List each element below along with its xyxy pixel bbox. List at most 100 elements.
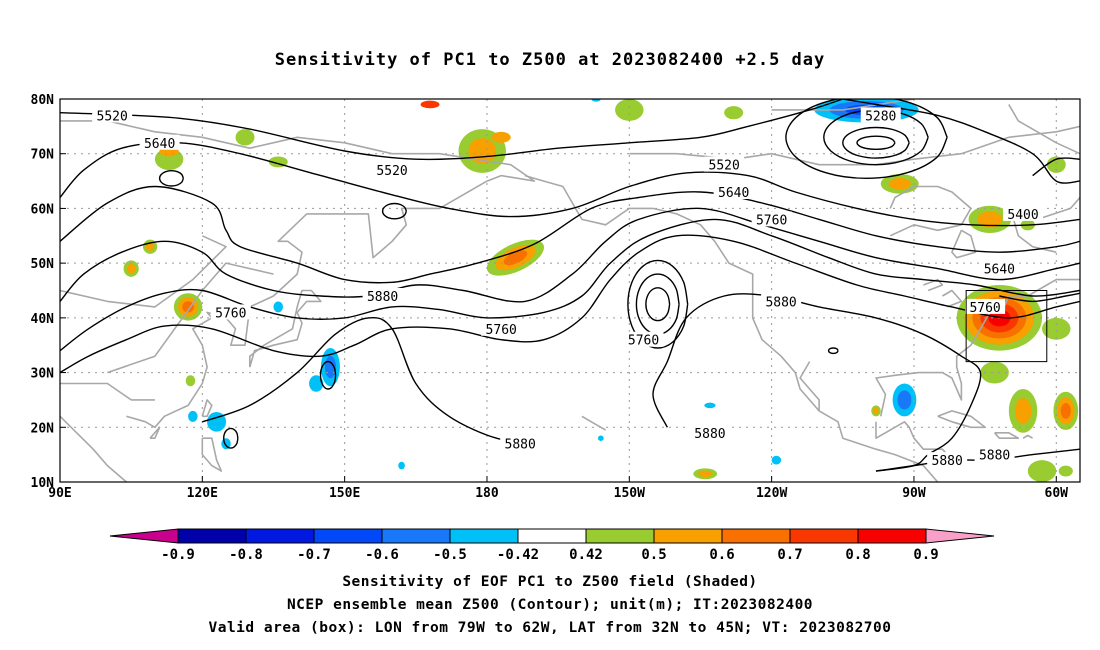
contour-label-bg [927,452,968,468]
sensitivity-blob [897,390,912,410]
contour-ring [842,126,910,159]
coastline [60,382,155,401]
contour-label: 5760 [628,334,659,349]
coastline [875,420,948,456]
contour-ring [785,99,948,180]
sensitivity-blob [1014,398,1032,424]
coastline [799,361,820,411]
colorbar-low-end [109,528,179,544]
contour-label-bg [481,320,522,336]
contour-ring [645,287,671,322]
contour-line [60,185,1080,284]
contour-label-bg [965,298,1006,314]
coastline [889,185,972,237]
contour-label: 5520 [376,164,407,179]
contour-label-bg [362,287,403,303]
colorbar-label: -0.7 [297,547,331,563]
lon-tick-label: 60W [1045,486,1069,501]
contour-ring [627,259,689,349]
contour-label: 5640 [718,186,749,201]
lat-tick-label: 20N [31,421,55,436]
lat-tick-label: 80N [31,93,55,108]
sensitivity-blob [207,411,227,432]
sensitivity-blob [597,435,604,441]
sensitivity-blob [503,250,528,266]
sensitivity-blob [873,407,879,415]
page-title: Sensitivity of PC1 to Z500 at 2023082400… [274,50,826,70]
contour-label: 5880 [765,295,796,310]
coastline [201,399,213,418]
colorbar-label: 0.8 [845,547,870,563]
coastline [941,289,963,308]
lon-tick-label: 90W [902,486,926,501]
contour-line [875,448,1080,472]
contour-label-bg [210,304,251,320]
contour-label: 5400 [1007,208,1038,223]
lon-tick-label: 90E [48,486,71,501]
coastline [951,229,977,259]
contour-label-bg [689,424,730,440]
colorbar-high-end [925,528,995,544]
contour-ring [635,273,680,336]
sensitivity-blob [1060,402,1071,419]
coastline [60,235,227,308]
coastline [1022,434,1033,439]
contour-label: 5640 [144,137,175,152]
lon-tick-label: 120E [187,486,218,501]
caption-contour: NCEP ensemble mean Z500 (Contour); unit(… [286,597,814,613]
sensitivity-blob [771,455,782,465]
colorbar-segment [789,528,859,544]
sensitivity-blob [698,470,713,477]
sensitivity-blob [591,99,601,102]
colorbar-label: 0.5 [641,547,666,563]
caption-shading: Sensitivity of EOF PC1 to Z500 field (Sh… [342,574,758,590]
sensitivity-blob [704,402,716,409]
sensitivity-blob [1046,156,1066,173]
sensitivity-blob [1027,460,1057,482]
contour-labels: 5520 5640 5520 5520 5640 5760 5280 5400 5640 5760… [92,107,1044,469]
coastline [875,278,1080,417]
colorbar-label: -0.8 [229,547,263,563]
valid-area-box [965,290,1048,363]
contour-label-bg [761,293,802,309]
contour-line [60,234,1080,374]
sensitivity-blob [724,106,744,120]
contour-label: 5880 [932,454,963,469]
sensitivity-blob [980,361,1009,384]
colorbar-segment [585,528,655,544]
coastline [581,415,606,431]
valid-area-rect [965,290,1048,363]
contour-label-bg [974,446,1015,462]
contour-label-bg [623,331,664,347]
sensitivity-blob [126,263,136,274]
coastline [149,426,161,440]
contour-ring [158,169,184,187]
lon-tick-label: 180 [475,486,499,501]
contour-label-bg [372,162,413,178]
coastline [60,120,536,429]
map-frame [59,98,1081,483]
colorbar: -0.9 -0.8 -0.7 -0.6 -0.5 -0.42 0.42 0.5 0.6 0.7 0.… [109,528,995,563]
coastline [1008,104,1080,155]
colorbar-segment [653,528,723,544]
contour-label-bg [704,156,745,172]
contour-label-bg [751,211,792,227]
colorbar-segment [177,528,247,544]
colorbar-segment [449,528,519,544]
colorbar-label: 0.9 [913,547,938,563]
lat-tick-label: 10N [31,476,55,491]
lat-tick-label: 70N [31,148,55,163]
contour-label: 5760 [215,306,246,321]
contour-label-bg [860,107,901,123]
contour-ring [823,109,929,166]
contour-ring [381,202,407,220]
contour-ring [222,427,239,449]
colorbar-label: -0.5 [433,547,467,563]
contour-label-bg [500,435,541,451]
sensitivity-blob [185,375,196,387]
sensitivity-blob [398,461,405,470]
sensitivity-blob [182,301,194,313]
contour-line [60,141,1080,227]
